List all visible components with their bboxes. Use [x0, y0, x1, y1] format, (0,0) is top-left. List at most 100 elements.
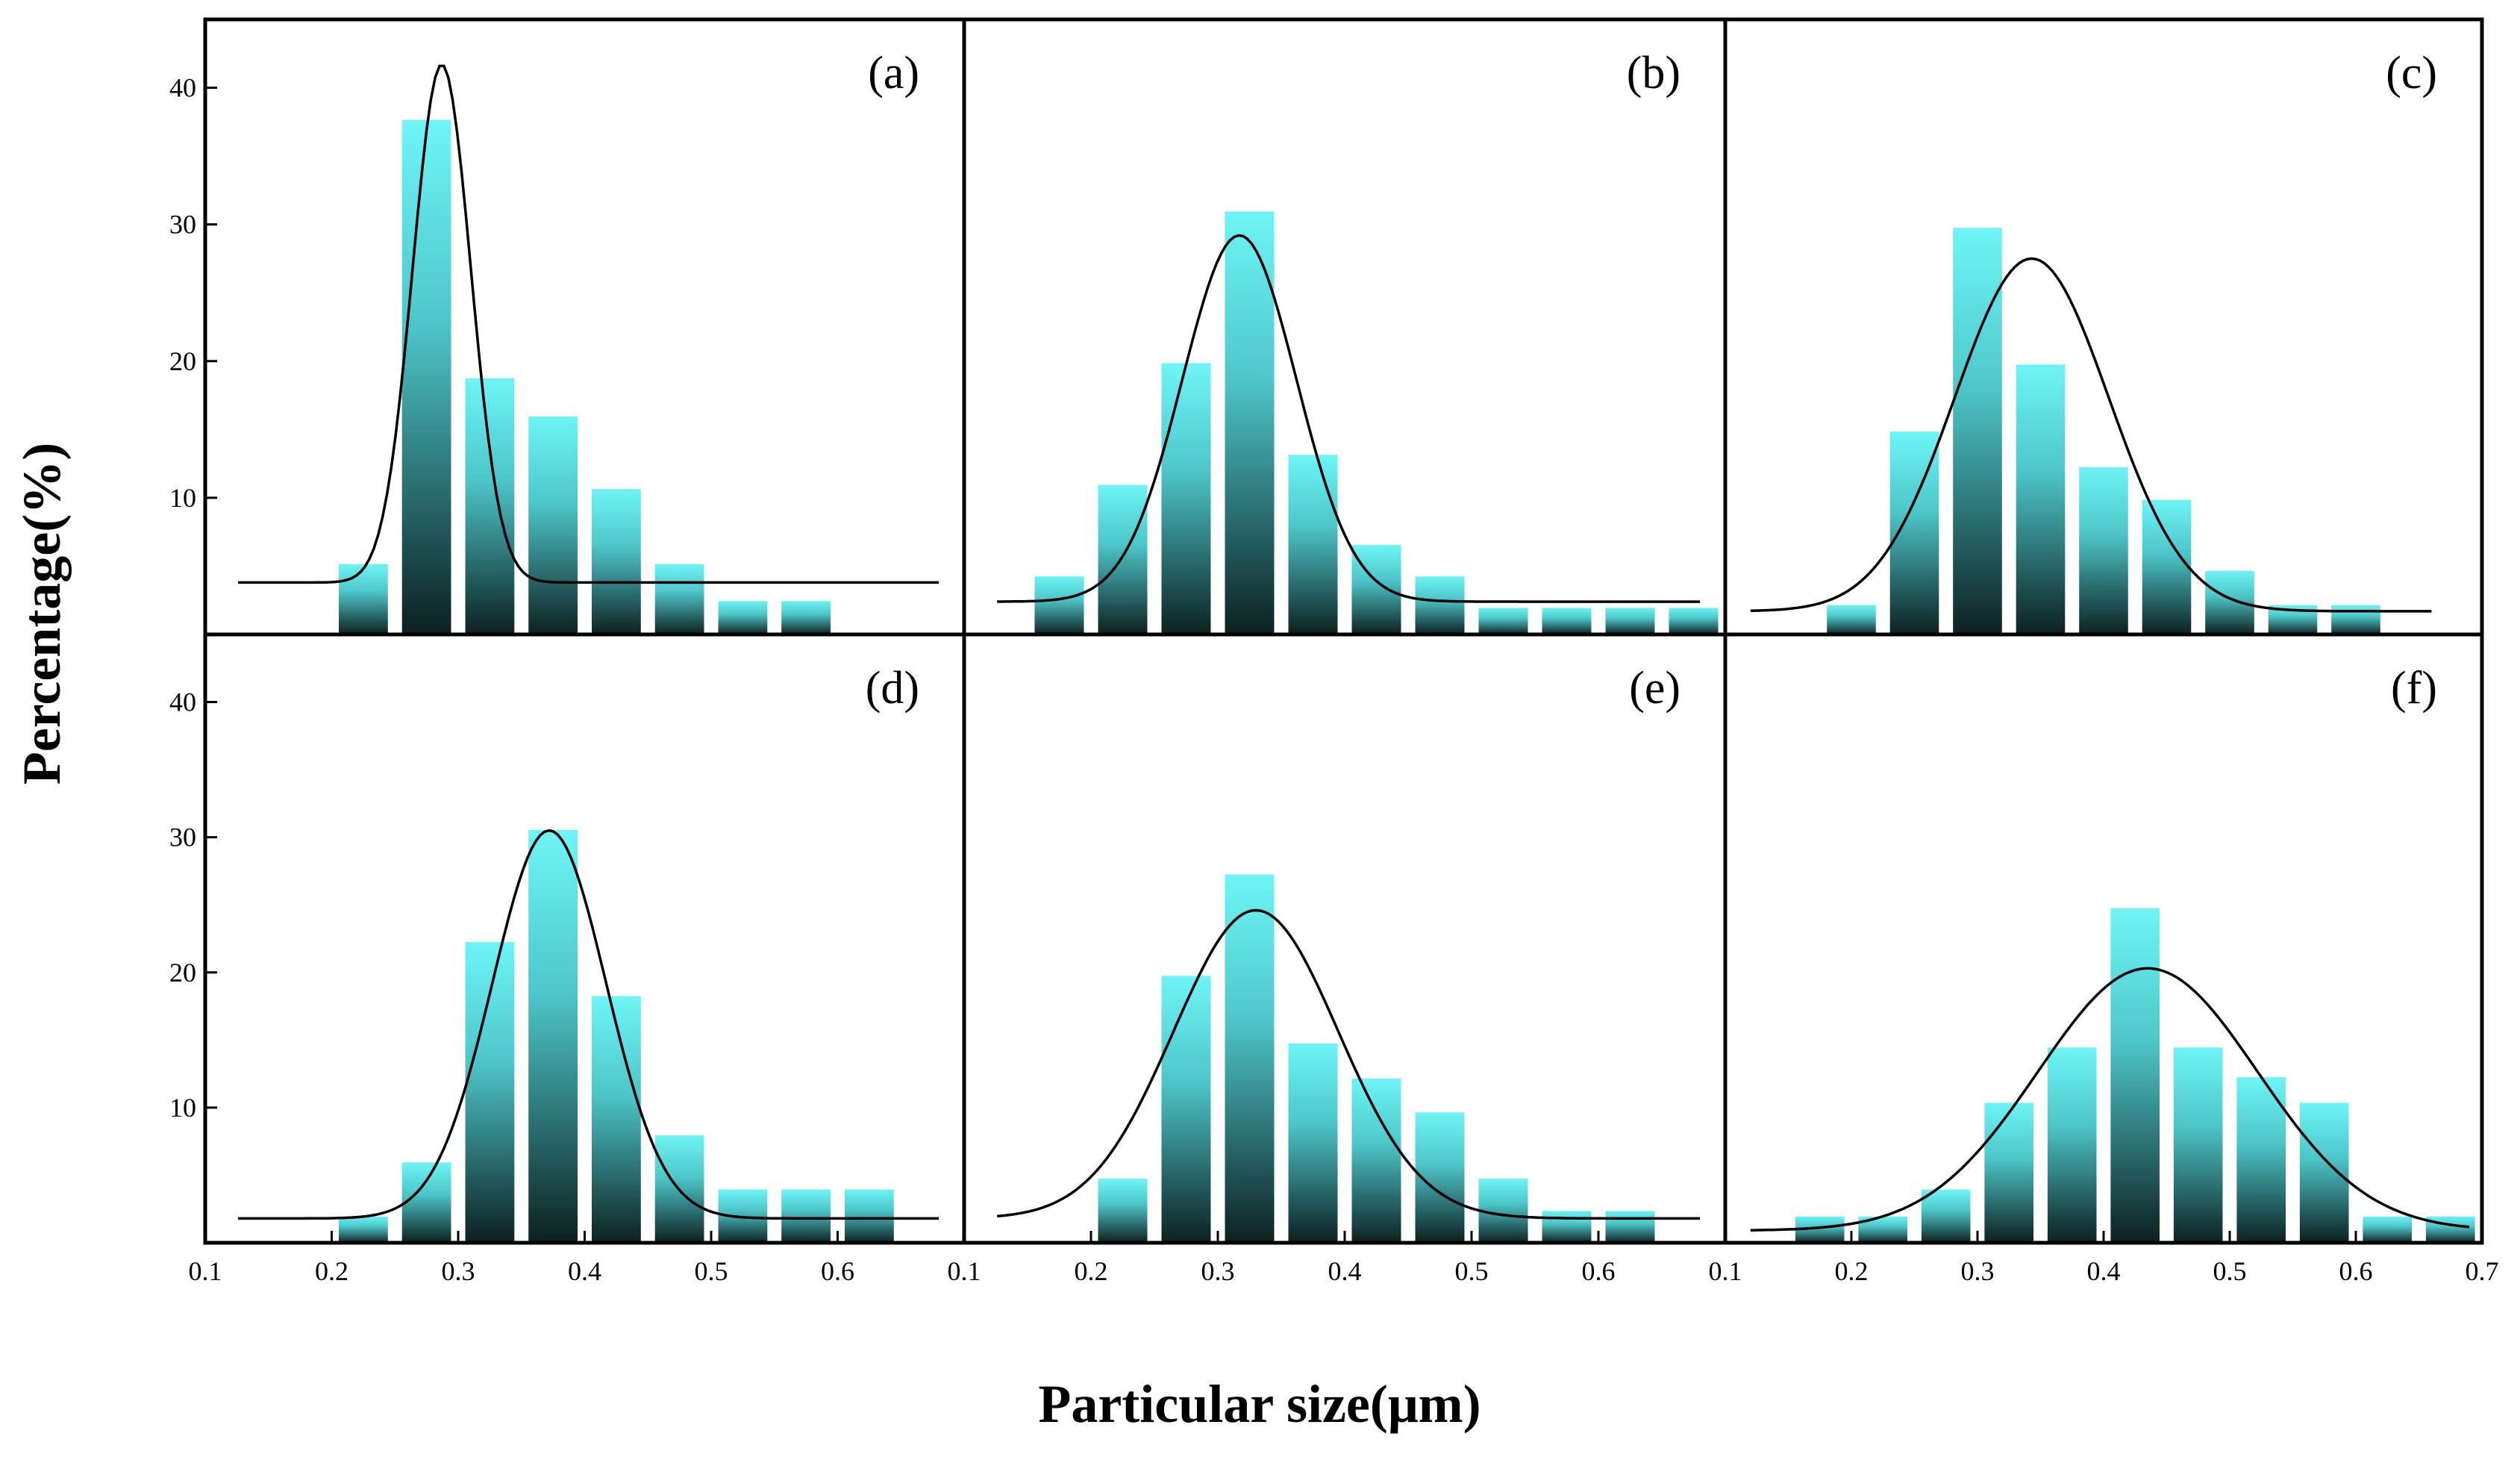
panel-label: (d) [866, 663, 919, 714]
bar [1477, 606, 1530, 636]
y-axis-title: Percentage(%) [12, 443, 72, 784]
y-tick-label: 30 [169, 823, 196, 852]
x-tick-label: 0.6 [2339, 1256, 2373, 1286]
bar [2045, 1046, 2098, 1244]
bar [2361, 1214, 2413, 1244]
fit-curve [238, 829, 939, 1220]
bar [1096, 483, 1149, 635]
panel-c: (c) [1750, 48, 2437, 636]
bar [590, 487, 642, 635]
bar [2298, 1101, 2351, 1244]
x-tick-label: 0.6 [1582, 1256, 1616, 1286]
bar [463, 940, 516, 1244]
bar [716, 1188, 769, 1244]
bar [400, 118, 453, 635]
x-tick-label: 0.3 [442, 1256, 475, 1286]
bar [1223, 873, 1276, 1244]
fit-curve [1750, 257, 2432, 613]
x-tick-label: 0.5 [1455, 1256, 1489, 1286]
panel-label: (b) [1627, 48, 1680, 99]
y-tick-label: 30 [169, 210, 196, 240]
bar [843, 1188, 895, 1244]
fit-curve [1750, 967, 2470, 1232]
x-tick-label: 0.4 [1328, 1256, 1362, 1286]
x-tick-label: 0.3 [1201, 1256, 1235, 1286]
bar [1604, 606, 1657, 636]
bar [2172, 1046, 2224, 1244]
panel-b: (b) [997, 48, 1720, 636]
x-tick-label: 0.4 [568, 1256, 601, 1286]
panel-f: (f) [1750, 663, 2477, 1244]
bar [1540, 1209, 1593, 1244]
bar [1350, 543, 1403, 635]
bar [337, 1214, 390, 1244]
panel-label: (e) [1629, 663, 1680, 714]
bar [2424, 1214, 2477, 1244]
y-tick-label: 40 [169, 687, 196, 717]
panel-d: (d) [238, 663, 939, 1244]
y-tick-label: 20 [169, 958, 196, 988]
bar [1919, 1188, 1972, 1244]
bar [1096, 1177, 1149, 1244]
bar [716, 599, 769, 636]
bar [1033, 575, 1086, 635]
panels-layer: (a) (b) (c) (d) (e) (f) [238, 48, 2477, 1244]
bar [2077, 465, 2130, 635]
bar [1160, 974, 1213, 1244]
bar [653, 562, 706, 635]
bar [1160, 361, 1213, 635]
bar [2330, 603, 2382, 636]
bar [463, 376, 516, 635]
bar [1667, 606, 1720, 636]
bar [1825, 603, 1878, 636]
bar [1286, 1042, 1339, 1244]
bar [1223, 210, 1276, 635]
bar [2109, 906, 2161, 1244]
y-tick-label: 20 [169, 346, 196, 376]
panel-label: (c) [2386, 48, 2437, 99]
panel-label: (a) [868, 48, 919, 99]
bar [1286, 453, 1339, 635]
y-tick-label: 40 [169, 73, 196, 103]
bar [1983, 1101, 2035, 1244]
bar [1951, 226, 2004, 635]
fit-curve [997, 234, 1700, 603]
bar [337, 562, 390, 635]
x-tick-label: 0.6 [821, 1256, 854, 1286]
bar [2014, 363, 2067, 635]
bar [2140, 498, 2193, 636]
x-tick-label: 0.4 [2087, 1256, 2121, 1286]
panel-a: (a) [238, 48, 939, 636]
bar [527, 415, 580, 635]
bar [400, 1161, 453, 1244]
panel-e: (e) [997, 663, 1700, 1244]
x-tick-label: 0.3 [1961, 1256, 1995, 1286]
bar [1540, 606, 1593, 636]
x-tick-label: 0.5 [2213, 1256, 2247, 1286]
x-tick-label: 0.5 [695, 1256, 728, 1286]
y-tick-label: 10 [169, 483, 196, 513]
bar [780, 599, 832, 636]
x-tick-label: 0.2 [1835, 1256, 1869, 1286]
axes-layer: 10 20 30 40 10 20 30 40 0.1 0.2 0.3 0.4 0.5 0.6 0.1 0.2… [169, 73, 2499, 1286]
fit-curve [997, 908, 1700, 1220]
bar [1350, 1077, 1403, 1244]
x-tick-label: 0.7 [2466, 1256, 2499, 1286]
x-tick-label: 0.2 [1075, 1256, 1108, 1286]
bar [780, 1188, 832, 1244]
bar [1413, 575, 1466, 635]
bar [2204, 569, 2256, 636]
y-tick-label: 10 [169, 1093, 196, 1123]
fit-curve [238, 64, 939, 584]
x-tick-label: 0.2 [315, 1256, 348, 1286]
bar [1477, 1177, 1530, 1244]
panel-label: (f) [2391, 663, 2437, 714]
bar [527, 828, 580, 1244]
x-tick-label: 0.1 [948, 1256, 981, 1286]
x-tick-label: 0.1 [189, 1256, 222, 1286]
bar [590, 994, 642, 1244]
bar [1604, 1209, 1657, 1244]
x-tick-label: 0.1 [1709, 1256, 1742, 1286]
x-axis-title: Particular size(μm) [1038, 1374, 1481, 1434]
